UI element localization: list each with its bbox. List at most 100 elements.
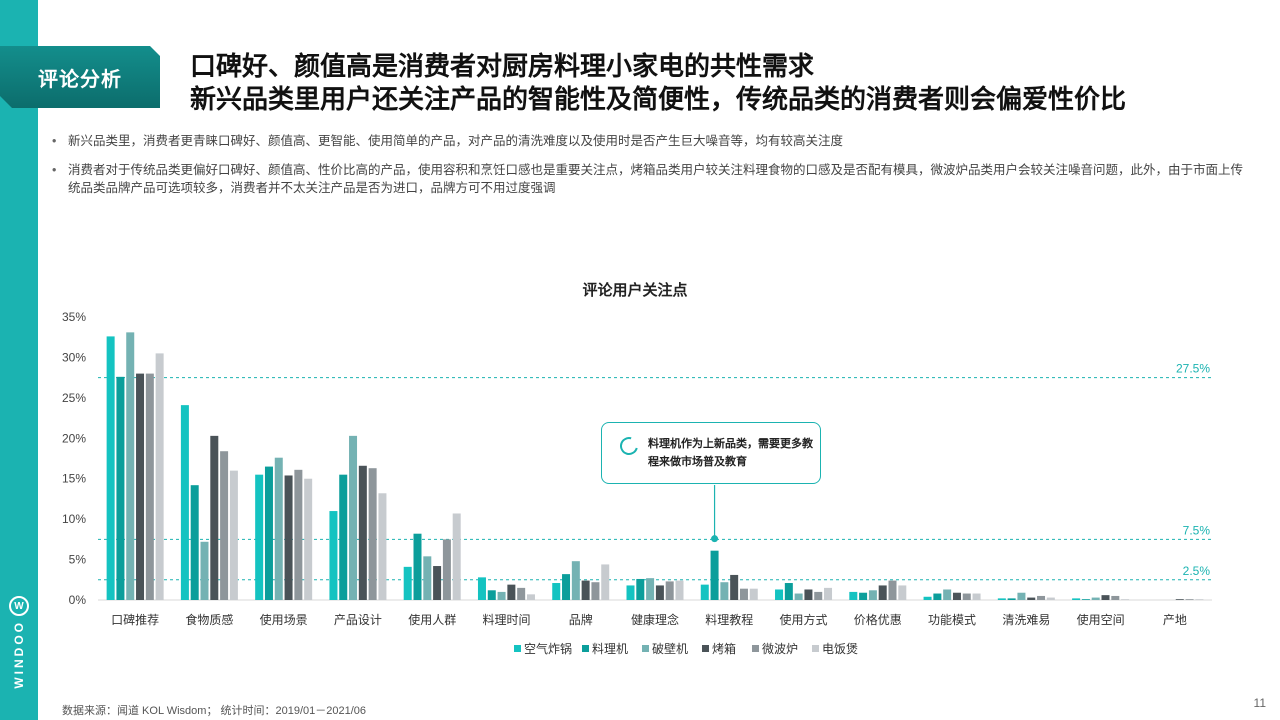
bar: [304, 478, 313, 600]
bar: [1007, 598, 1016, 600]
bar: [220, 451, 229, 600]
callout-dot: [711, 535, 719, 543]
x-tick-label: 功能模式: [928, 613, 976, 627]
bar: [126, 332, 135, 600]
bar: [581, 580, 590, 600]
brand-logo: W WINDOO: [6, 596, 32, 706]
bar: [849, 591, 858, 600]
bar: [339, 474, 348, 600]
x-tick-label: 价格优惠: [854, 612, 902, 627]
bar: [933, 593, 942, 600]
bar: [655, 585, 664, 600]
bar: [497, 591, 506, 600]
legend-swatch: [702, 645, 709, 652]
bar: [1111, 595, 1120, 600]
bar: [601, 564, 610, 600]
bar: [675, 580, 684, 600]
bar: [1175, 599, 1184, 600]
bar: [433, 566, 442, 600]
bar: [794, 593, 803, 600]
bar: [477, 577, 486, 600]
bar: [517, 587, 526, 600]
brand-logo-icon: W: [9, 596, 29, 616]
x-tick-label: 产品设计: [334, 613, 382, 627]
bar: [923, 596, 932, 600]
bar: [749, 588, 758, 600]
bar: [814, 591, 823, 600]
chart-title: 评论用户关注点: [582, 282, 688, 299]
callout-text: 料理机作为上新品类，需要更多教程来做市场普及教育: [648, 438, 813, 468]
legend-swatch: [642, 645, 649, 652]
y-tick-label: 35%: [62, 310, 86, 324]
bar: [1091, 597, 1100, 600]
y-tick-label: 25%: [62, 391, 86, 405]
bar: [1046, 597, 1055, 600]
bar: [423, 556, 432, 600]
x-tick-label: 清洗难易: [1002, 613, 1050, 627]
bar: [1195, 599, 1204, 600]
bar: [868, 590, 877, 600]
bar: [972, 593, 981, 600]
reference-line-label: 27.5%: [1176, 362, 1210, 376]
bar: [358, 465, 367, 600]
bar: [190, 485, 199, 600]
x-tick-label: 产地: [1163, 613, 1187, 627]
bar: [255, 474, 264, 600]
insight-bullets: 新兴品类里，消费者更青睐口碑好、颜值高、更智能、使用简单的产品，对产品的清洗难度…: [52, 132, 1250, 208]
y-tick-label: 15%: [62, 472, 86, 486]
title-line-1: 口碑好、颜值高是消费者对厨房料理小家电的共性需求: [190, 51, 815, 81]
bar: [562, 574, 571, 600]
bar: [155, 353, 164, 600]
bar: [452, 513, 461, 600]
bar: [264, 466, 273, 600]
bar: [720, 582, 729, 600]
bar: [229, 470, 238, 600]
legend-label: 空气炸锅: [524, 641, 572, 656]
bar: [116, 376, 125, 600]
bar: [413, 533, 422, 600]
bar: [591, 582, 600, 600]
bar: [824, 587, 833, 600]
bar: [888, 580, 897, 600]
bar: [136, 373, 145, 600]
bar: [775, 589, 784, 600]
bar: [700, 584, 709, 600]
x-tick-label: 使用空间: [1077, 612, 1125, 627]
bar: [804, 589, 813, 600]
y-tick-label: 20%: [62, 431, 86, 445]
bar: [626, 585, 635, 600]
bar: [784, 583, 793, 600]
page-number: 11: [1253, 696, 1266, 710]
bar: [730, 574, 739, 600]
x-tick-label: 料理时间: [482, 613, 530, 627]
y-tick-label: 10%: [62, 512, 86, 526]
reference-line-label: 2.5%: [1183, 564, 1211, 578]
bar: [274, 457, 283, 600]
x-tick-label: 品牌: [569, 613, 593, 627]
bar: [898, 585, 907, 600]
section-tag: 评论分析: [0, 46, 160, 108]
bar: [403, 566, 412, 600]
bar: [487, 590, 496, 600]
bar: [952, 592, 961, 600]
legend-swatch: [812, 645, 819, 652]
bar: [552, 583, 561, 600]
bar: [210, 435, 219, 600]
bullet-item: 消费者对于传统品类更偏好口碑好、颜值高、性价比高的产品，使用容积和烹饪口感也是重…: [52, 161, 1250, 197]
data-source-note: 数据来源：闻道 KOL Wisdom； 统计时间：2019/01－2021/06: [62, 705, 367, 717]
bar: [665, 581, 674, 600]
callout-box: 料理机作为上新品类，需要更多教程来做市场普及教育: [601, 422, 821, 484]
reference-line-label: 7.5%: [1183, 523, 1211, 537]
bar: [180, 405, 189, 600]
bar: [368, 468, 377, 600]
bar: [962, 593, 971, 600]
x-tick-label: 口碑推荐: [111, 612, 159, 627]
bar: [329, 511, 338, 600]
bar: [106, 336, 115, 600]
x-tick-label: 食物质感: [185, 612, 233, 627]
x-tick-label: 使用场景: [260, 612, 308, 627]
legend-swatch: [582, 645, 589, 652]
bar: [1185, 599, 1194, 600]
y-tick-label: 30%: [62, 350, 86, 364]
page-title: 口碑好、颜值高是消费者对厨房料理小家电的共性需求 新兴品类里用户还关注产品的智能…: [190, 50, 1250, 116]
